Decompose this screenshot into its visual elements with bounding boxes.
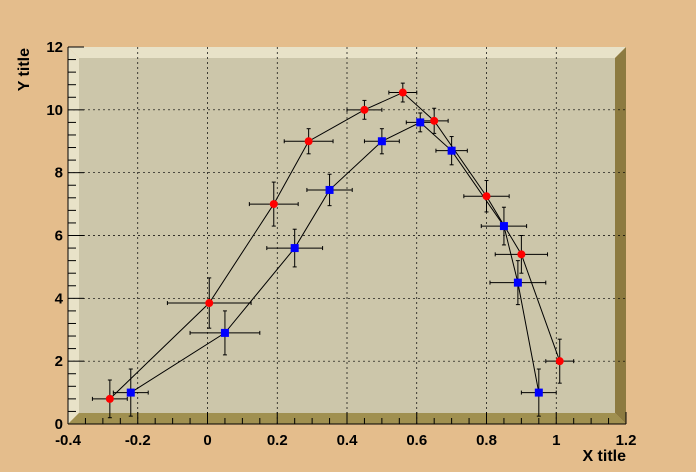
series-2-point [325, 185, 334, 194]
series-1-point [430, 116, 439, 125]
markers [105, 88, 564, 403]
series-1-point [398, 88, 407, 97]
x-tick-label: -0.4 [55, 432, 82, 449]
series-1-point [304, 137, 313, 146]
x-tick-label: 0.6 [406, 432, 427, 449]
series-1-point [555, 357, 564, 366]
y-tick-label: 4 [55, 290, 64, 307]
series-1-point [517, 250, 526, 259]
series-1-point [105, 394, 114, 403]
y-tick-label: 8 [55, 165, 63, 182]
y-tick-label: 0 [55, 416, 63, 433]
series-2-point [499, 222, 508, 231]
series-2-point [126, 388, 135, 397]
y-axis-title: Y title [16, 48, 33, 91]
x-tick-label: 0 [203, 432, 211, 449]
x-tick-label: 1 [552, 432, 560, 449]
y-tick-label: 2 [55, 353, 63, 370]
series-2-point [416, 118, 425, 127]
series-1-point [269, 200, 278, 209]
x-tick-label: -0.2 [125, 432, 151, 449]
x-tick-label: 0.4 [337, 432, 359, 449]
series-1-point [360, 105, 369, 114]
x-tick-label: 0.8 [476, 432, 497, 449]
series-2-point [447, 146, 456, 155]
frame-bevel-right [615, 47, 626, 424]
series-1-point [482, 192, 491, 201]
y-tick-label: 6 [55, 228, 63, 245]
series-1-point [205, 299, 214, 308]
series-2-point [534, 388, 543, 397]
series-2-point [377, 137, 386, 146]
axes: -0.4 -0.2 0 0.2 0.4 0.6 0.8 1 1.2 0 2 4 6 8 10 12 [46, 39, 636, 449]
x-axis-title: X title [582, 448, 626, 465]
x-tick-label: 1.2 [616, 432, 637, 449]
series-2-point [220, 328, 229, 337]
y-tick-label: 10 [46, 102, 63, 119]
y-tick-label: 12 [46, 39, 63, 56]
x-tick-label: 0.2 [267, 432, 288, 449]
series-2-point [513, 278, 522, 287]
series-2-point [290, 244, 299, 253]
